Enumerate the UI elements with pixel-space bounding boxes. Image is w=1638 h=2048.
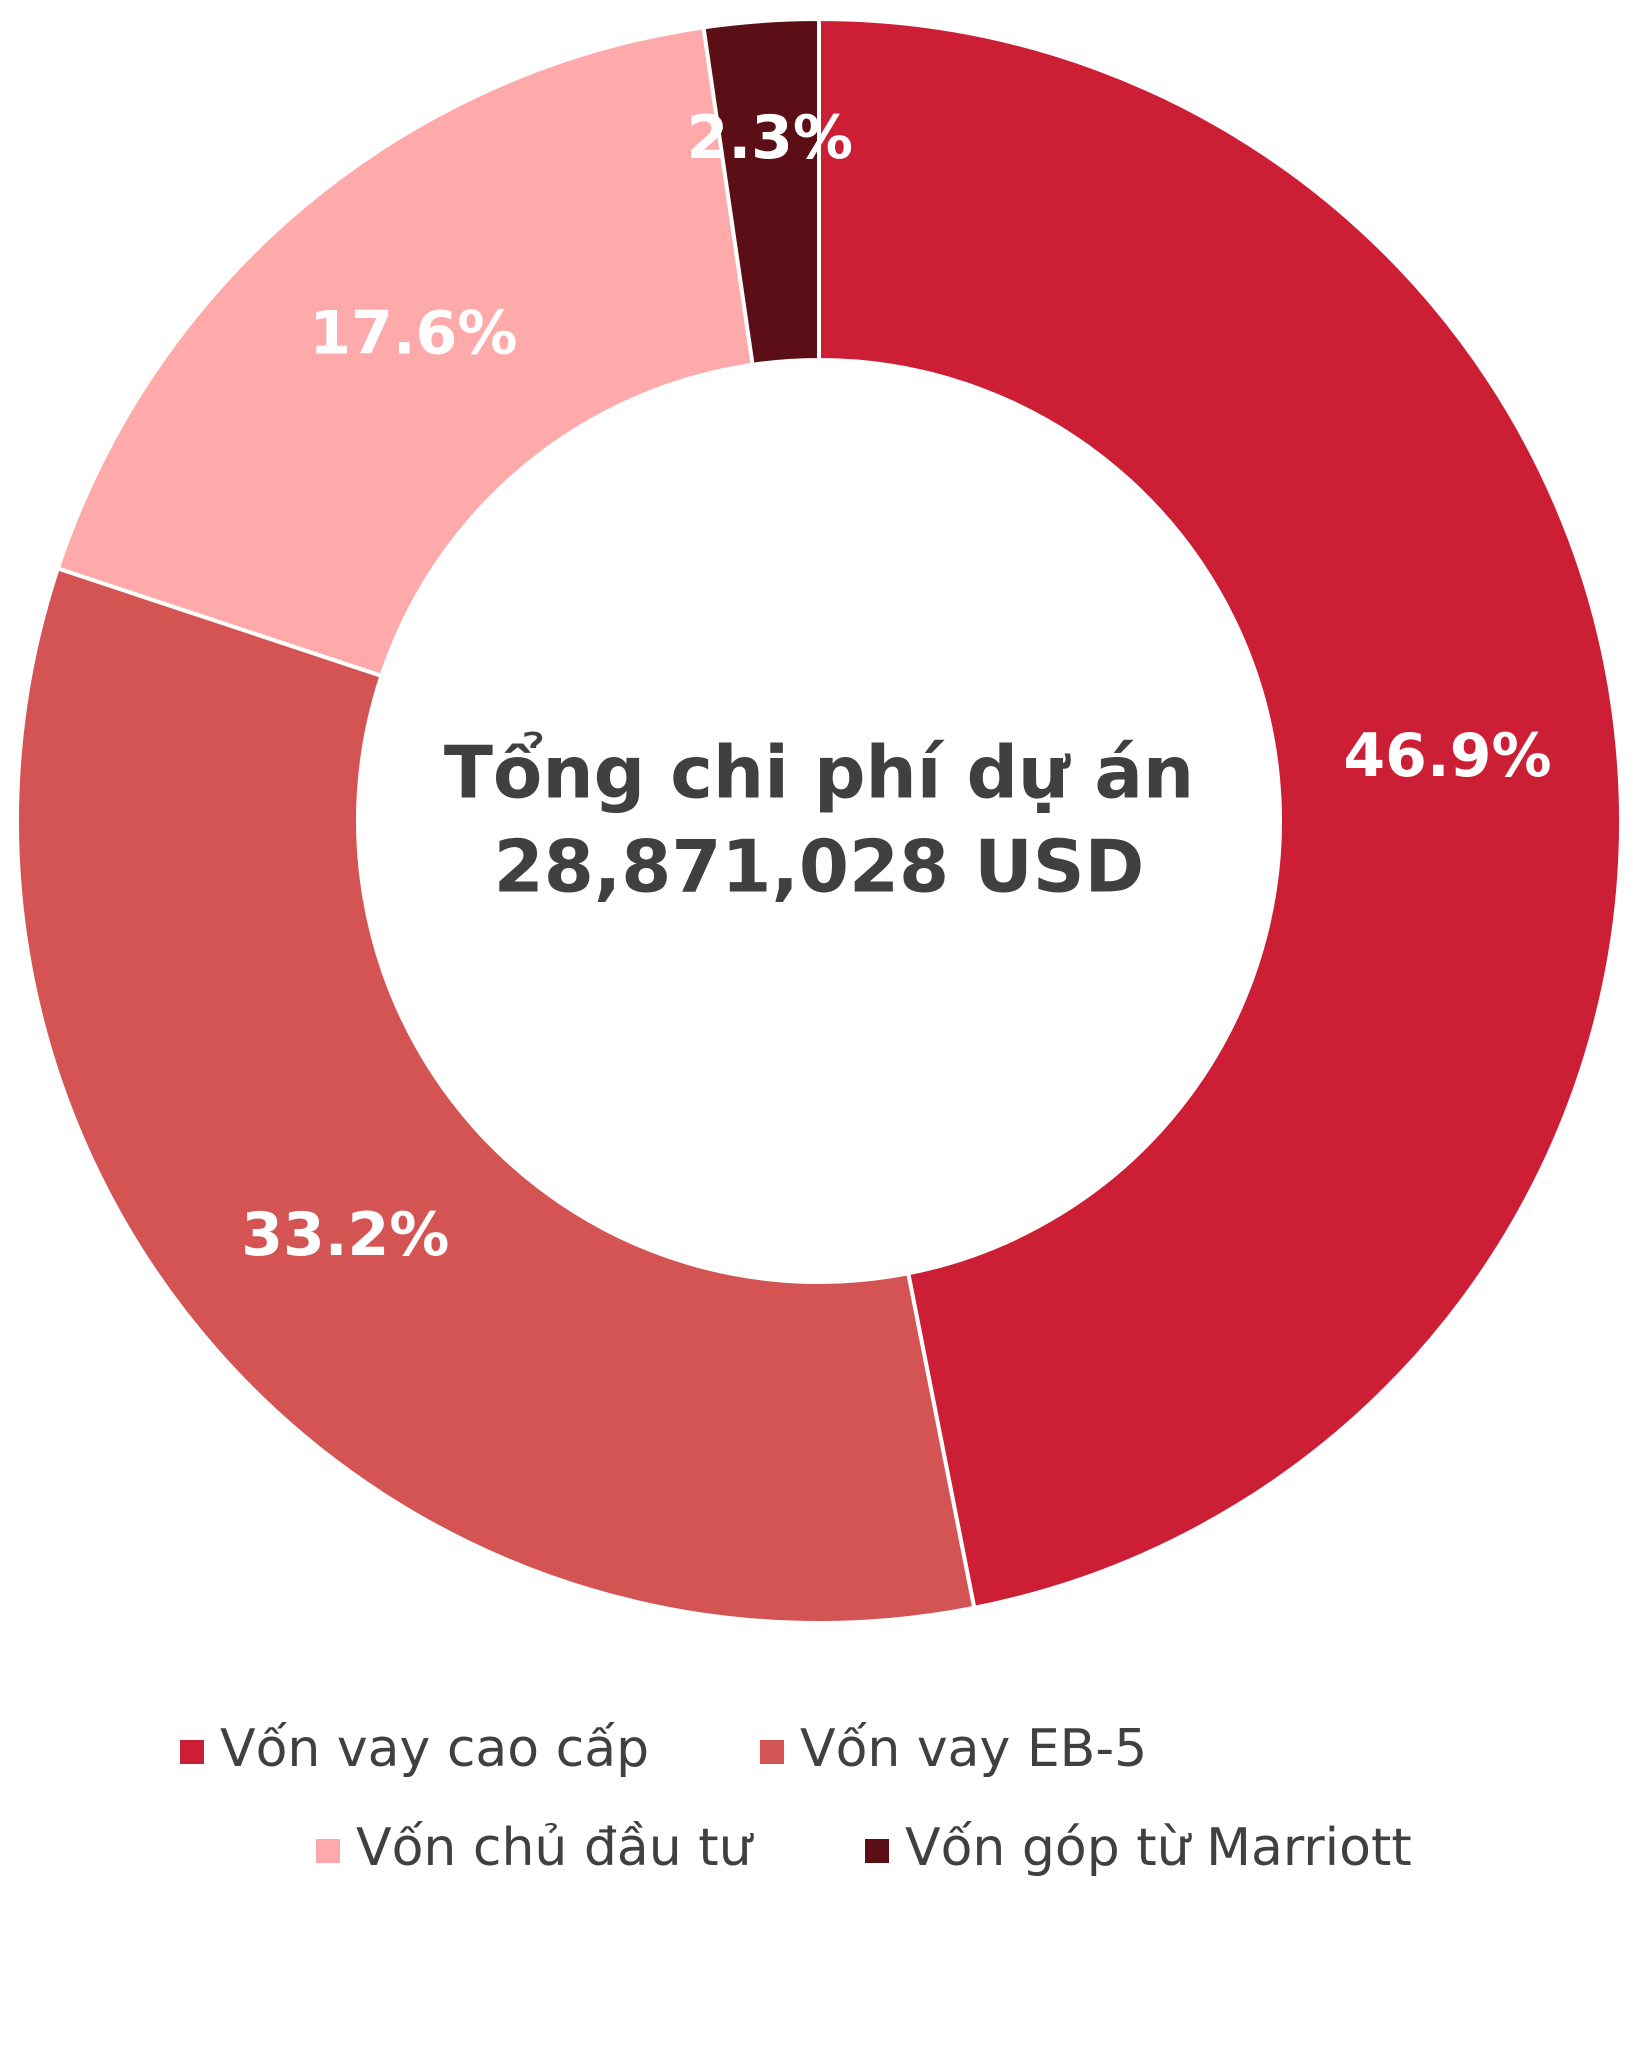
chart-title: Tổng chi phí dự án [444,731,1194,815]
donut-slice [15,565,977,1625]
legend-swatch [760,1740,784,1764]
legend-swatch [180,1740,204,1764]
legend-label: Vốn chủ đầu tư [356,1818,755,1878]
data-label: 46.9% [1343,721,1551,791]
legend-swatch [865,1839,889,1863]
data-label: 33.2% [241,1200,449,1270]
chart-subtitle: 28,871,028 USD [494,825,1145,909]
legend-swatch [316,1839,340,1863]
donut-slice [701,16,821,368]
donut-slice [55,25,755,679]
donut-slice [817,16,1623,1611]
legend-label: Vốn vay EB-5 [800,1719,1147,1779]
data-label: 2.3% [687,103,853,173]
legend-label: Vốn vay cao cấp [220,1719,649,1779]
data-label: 17.6% [309,299,517,369]
legend-label: Vốn góp từ Marriott [905,1818,1412,1878]
